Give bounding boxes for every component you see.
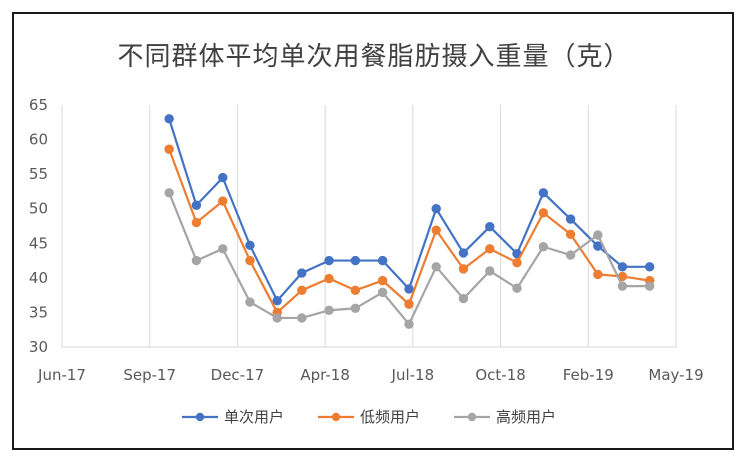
- data-point: [297, 313, 307, 323]
- legend-label: 低频用户: [360, 408, 420, 426]
- data-point: [164, 144, 174, 154]
- series-1: [164, 114, 655, 306]
- x-tick-label: Jul-18: [391, 366, 435, 384]
- legend: 单次用户 低频用户 高频用户: [182, 408, 556, 426]
- data-point: [245, 240, 255, 251]
- x-tick-label: May-19: [648, 366, 703, 384]
- data-point: [272, 313, 282, 323]
- series-layer: [164, 114, 655, 329]
- y-tick-label: 60: [29, 131, 48, 149]
- data-point: [272, 295, 282, 306]
- data-point: [617, 262, 628, 272]
- data-point: [164, 114, 174, 124]
- data-point: [350, 303, 361, 313]
- series-2: [164, 144, 655, 318]
- data-point: [593, 230, 603, 240]
- legend-item-2: 低频用户: [318, 408, 420, 426]
- x-tick-label: Sep-17: [123, 366, 176, 384]
- y-tick-label: 45: [29, 234, 48, 252]
- legend-label: 单次用户: [224, 408, 284, 426]
- legend-item-3: 高频用户: [454, 408, 556, 426]
- y-tick-label: 50: [29, 200, 48, 218]
- y-tick-label: 35: [29, 303, 48, 321]
- data-point: [617, 281, 628, 291]
- x-tick-label: Jun-17: [37, 366, 86, 384]
- data-point: [431, 204, 441, 214]
- grid: [61, 105, 677, 347]
- data-point: [538, 188, 549, 198]
- data-point: [512, 257, 522, 268]
- legend-marker: [195, 412, 205, 422]
- x-tick-label: Dec-17: [211, 366, 265, 384]
- series-3: [164, 188, 655, 329]
- data-point: [245, 255, 255, 266]
- chart-title: 不同群体平均单次用餐脂肪摄入重量（克）: [117, 42, 631, 72]
- y-tick-label: 40: [29, 269, 48, 287]
- data-point: [164, 188, 174, 198]
- data-point: [644, 281, 655, 291]
- data-point: [350, 285, 361, 296]
- data-point: [644, 262, 655, 272]
- data-point: [512, 283, 522, 293]
- data-point: [191, 200, 202, 210]
- data-point: [350, 255, 361, 266]
- data-point: [565, 214, 576, 224]
- data-point: [297, 285, 307, 296]
- y-tick-label: 65: [29, 96, 48, 114]
- data-point: [218, 196, 228, 206]
- legend-label: 高频用户: [496, 408, 556, 426]
- data-point: [324, 305, 334, 316]
- data-point: [538, 208, 549, 218]
- data-point: [218, 244, 228, 254]
- data-point: [377, 255, 388, 266]
- data-point: [458, 264, 469, 274]
- data-point: [538, 242, 549, 252]
- axes: Jun-17 Sep-17 Dec-17 Apr-18 Jul-18 Oct-18 Feb-…: [29, 96, 704, 384]
- data-point: [485, 244, 495, 254]
- x-tick-label: Apr-18: [300, 366, 350, 384]
- data-point: [404, 284, 414, 294]
- data-point: [485, 266, 495, 276]
- data-point: [404, 319, 414, 329]
- data-point: [485, 221, 495, 232]
- y-tick-label: 30: [29, 338, 48, 356]
- legend-item-1: 单次用户: [182, 408, 284, 426]
- data-point: [565, 229, 576, 239]
- data-point: [377, 287, 388, 298]
- chart-frame: [12, 12, 734, 450]
- data-point: [191, 217, 202, 228]
- data-point: [324, 273, 334, 284]
- series-line: [168, 118, 650, 302]
- x-tick-label: Oct-18: [475, 366, 525, 384]
- data-point: [458, 248, 469, 258]
- data-point: [565, 250, 576, 260]
- data-point: [377, 275, 388, 286]
- y-tick-label: 55: [29, 165, 48, 183]
- data-point: [431, 225, 441, 235]
- data-point: [191, 255, 202, 266]
- data-point: [458, 293, 469, 304]
- data-point: [218, 172, 228, 183]
- legend-marker: [331, 412, 341, 422]
- data-point: [431, 262, 441, 272]
- data-point: [245, 297, 255, 307]
- data-point: [404, 299, 414, 309]
- data-point: [593, 269, 603, 280]
- x-tick-label: Feb-19: [563, 366, 614, 384]
- data-point: [297, 268, 307, 278]
- legend-marker: [467, 412, 477, 422]
- data-point: [324, 255, 334, 266]
